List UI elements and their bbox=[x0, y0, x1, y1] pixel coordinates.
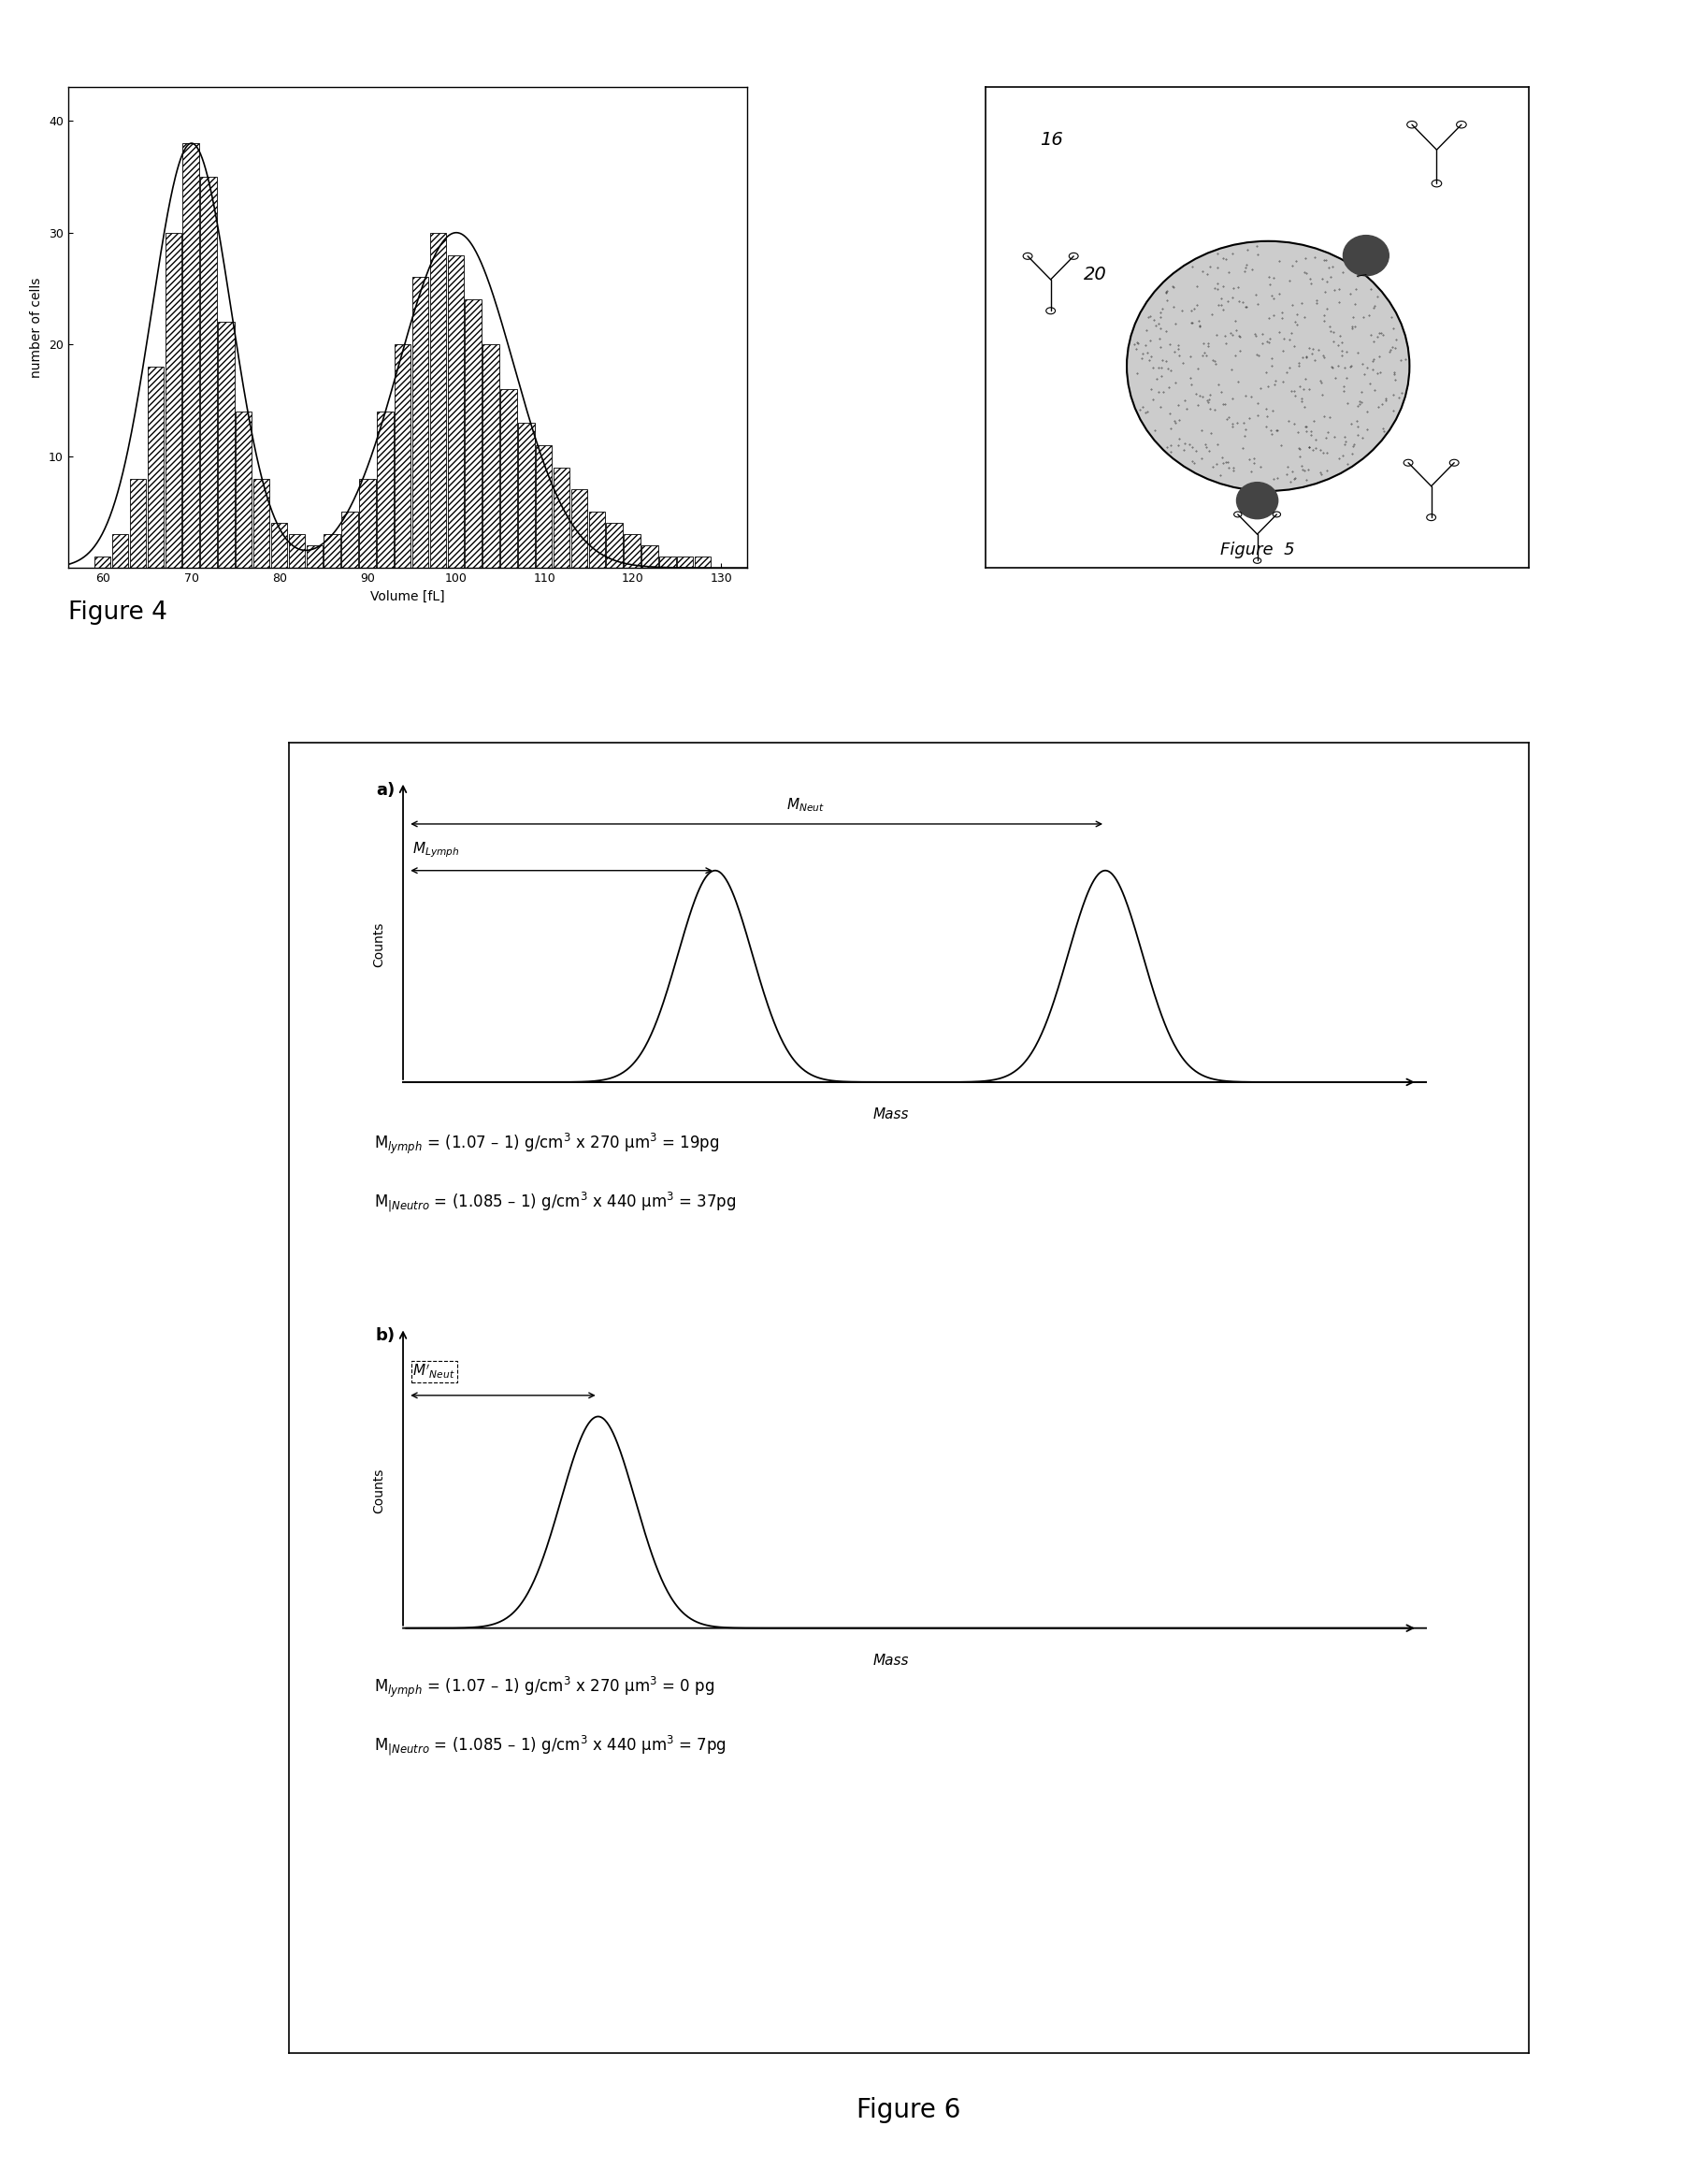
Bar bbox=[112, 535, 129, 568]
Bar bbox=[571, 489, 588, 568]
Bar bbox=[430, 234, 447, 568]
Bar bbox=[554, 467, 569, 568]
Text: Figure 6: Figure 6 bbox=[856, 2097, 962, 2123]
Bar bbox=[306, 546, 323, 568]
Bar bbox=[270, 524, 287, 568]
Bar bbox=[676, 557, 693, 568]
Bar bbox=[165, 234, 182, 568]
Bar bbox=[642, 546, 658, 568]
Text: 20: 20 bbox=[1084, 266, 1106, 284]
Bar bbox=[518, 422, 535, 568]
Bar bbox=[588, 511, 605, 568]
Bar bbox=[607, 524, 622, 568]
Text: Mass: Mass bbox=[873, 1107, 909, 1123]
Bar bbox=[253, 478, 270, 568]
Text: M$_{lymph}$ = (1.07 – 1) g/cm$^3$ x 270 μm$^3$ = 0 pg: M$_{lymph}$ = (1.07 – 1) g/cm$^3$ x 270 … bbox=[374, 1675, 714, 1699]
Bar bbox=[447, 256, 464, 568]
Circle shape bbox=[1237, 483, 1278, 520]
Text: $M_{Neut}$: $M_{Neut}$ bbox=[787, 795, 824, 812]
Text: b): b) bbox=[375, 1328, 396, 1345]
Text: M$_{|Neutro}$ = (1.085 – 1) g/cm$^3$ x 440 μm$^3$ = 37pg: M$_{|Neutro}$ = (1.085 – 1) g/cm$^3$ x 4… bbox=[374, 1190, 736, 1214]
Text: 16: 16 bbox=[1040, 131, 1064, 149]
Bar bbox=[129, 478, 146, 568]
Text: $M'_{Neut}$: $M'_{Neut}$ bbox=[413, 1363, 455, 1380]
Bar bbox=[236, 411, 251, 568]
Circle shape bbox=[1344, 236, 1388, 275]
Text: Figure 4: Figure 4 bbox=[68, 601, 167, 625]
Text: Figure  5: Figure 5 bbox=[1220, 542, 1295, 559]
Bar bbox=[535, 446, 552, 568]
Text: M$_{lymph}$ = (1.07 – 1) g/cm$^3$ x 270 μm$^3$ = 19pg: M$_{lymph}$ = (1.07 – 1) g/cm$^3$ x 270 … bbox=[374, 1131, 719, 1155]
Bar bbox=[624, 535, 641, 568]
Bar bbox=[659, 557, 676, 568]
Bar bbox=[341, 511, 358, 568]
Bar bbox=[183, 144, 199, 568]
Bar bbox=[377, 411, 392, 568]
Text: a): a) bbox=[375, 782, 394, 799]
Text: M$_{|Neutro}$ = (1.085 – 1) g/cm$^3$ x 440 μm$^3$ = 7pg: M$_{|Neutro}$ = (1.085 – 1) g/cm$^3$ x 4… bbox=[374, 1734, 725, 1758]
Bar bbox=[217, 321, 234, 568]
Circle shape bbox=[1126, 240, 1410, 491]
Bar bbox=[501, 389, 516, 568]
Bar bbox=[289, 535, 304, 568]
Bar bbox=[394, 345, 411, 568]
Y-axis label: number of cells: number of cells bbox=[31, 277, 44, 378]
Bar bbox=[358, 478, 375, 568]
Text: Counts: Counts bbox=[372, 1468, 386, 1514]
Bar bbox=[95, 557, 110, 568]
Text: Counts: Counts bbox=[372, 922, 386, 968]
Text: Mass: Mass bbox=[873, 1653, 909, 1669]
Bar bbox=[325, 535, 340, 568]
Bar bbox=[695, 557, 710, 568]
X-axis label: Volume [fL]: Volume [fL] bbox=[370, 590, 445, 603]
Text: $M_{Lymph}$: $M_{Lymph}$ bbox=[413, 841, 460, 860]
Bar bbox=[413, 277, 428, 568]
Bar bbox=[466, 299, 481, 568]
Bar bbox=[483, 345, 500, 568]
Bar bbox=[200, 177, 217, 568]
Bar bbox=[148, 367, 163, 568]
